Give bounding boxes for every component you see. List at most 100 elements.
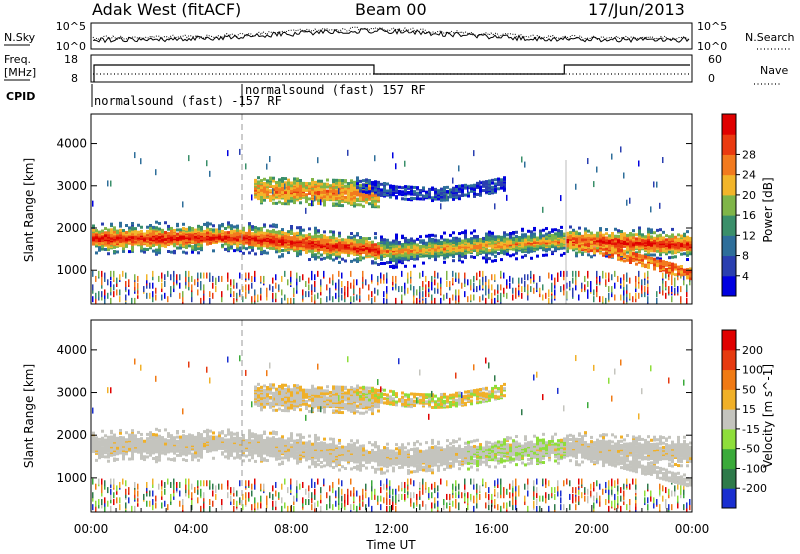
- heatmap-cell: [161, 451, 164, 455]
- heatmap-cell: [311, 200, 313, 207]
- heatmap-cell: [293, 297, 295, 304]
- heatmap-cell: [101, 222, 104, 226]
- heatmap-cell: [338, 238, 341, 242]
- heatmap-cell: [533, 232, 536, 236]
- heatmap-cell: [638, 275, 640, 282]
- heatmap-cell: [614, 251, 617, 255]
- heatmap-cell: [689, 277, 692, 281]
- heatmap-cell: [494, 254, 497, 258]
- heatmap-cell: [386, 189, 389, 193]
- heatmap-cell: [299, 242, 302, 246]
- heatmap-cell: [581, 238, 584, 242]
- heatmap-cell: [320, 257, 323, 261]
- heatmap-cell: [278, 284, 280, 291]
- heatmap-cell: [194, 243, 197, 247]
- heatmap-cell: [452, 197, 455, 201]
- heatmap-cell: [113, 226, 116, 230]
- heatmap-cell: [155, 375, 157, 382]
- heatmap-cell: [395, 185, 398, 189]
- heatmap-cell: [350, 236, 353, 240]
- heatmap-cell: [620, 248, 623, 252]
- heatmap-cell: [299, 184, 302, 188]
- heatmap-cell: [476, 181, 479, 185]
- heatmap-cell: [425, 190, 428, 194]
- heatmap-cell: [164, 292, 166, 299]
- heatmap-cell: [158, 458, 161, 462]
- heatmap-cell: [590, 231, 593, 235]
- heatmap-cell: [341, 272, 343, 279]
- heatmap-cell: [671, 274, 673, 281]
- heatmap-cell: [146, 432, 149, 436]
- heatmap-cell: [350, 282, 352, 289]
- heatmap-cell: [323, 251, 326, 255]
- heatmap-cell: [188, 234, 191, 238]
- heatmap-cell: [350, 179, 353, 183]
- heatmap-cell: [281, 297, 283, 304]
- heatmap-cell: [602, 243, 605, 247]
- heatmap-cell: [173, 436, 176, 440]
- heatmap-cell: [641, 284, 643, 291]
- heatmap-cell: [527, 238, 530, 242]
- heatmap-cell: [683, 274, 685, 281]
- heatmap-cell: [680, 273, 683, 277]
- heatmap-cell: [677, 265, 680, 269]
- heatmap-cell: [647, 235, 650, 239]
- heatmap-cell: [296, 275, 298, 282]
- heatmap-cell: [143, 439, 146, 443]
- heatmap-cell: [662, 157, 664, 164]
- heatmap-cell: [113, 443, 116, 447]
- heatmap-cell: [674, 255, 677, 259]
- heatmap-cell: [254, 289, 256, 296]
- heatmap-cell: [491, 237, 494, 241]
- heatmap-cell: [254, 270, 256, 277]
- heatmap-cell: [488, 186, 491, 190]
- heatmap-cell: [485, 297, 487, 304]
- heatmap-cell: [650, 256, 653, 260]
- heatmap-cell: [218, 275, 220, 282]
- heatmap-cell: [170, 481, 172, 488]
- heatmap-cell: [617, 239, 620, 243]
- heatmap-cell: [170, 226, 173, 230]
- heatmap-cell: [173, 249, 176, 253]
- heatmap-cell: [290, 181, 293, 185]
- heatmap-cell: [389, 184, 392, 188]
- heatmap-cell: [461, 252, 464, 256]
- heatmap-cell: [662, 262, 665, 266]
- heatmap-cell: [596, 277, 598, 284]
- heatmap-cell: [380, 182, 383, 186]
- heatmap-cell: [125, 294, 127, 301]
- heatmap-cell: [362, 270, 364, 277]
- heatmap-cell: [449, 193, 452, 197]
- heatmap-cell: [254, 228, 257, 232]
- heatmap-cell: [245, 163, 247, 170]
- heatmap-cell: [458, 165, 460, 172]
- heatmap-cell: [626, 199, 628, 206]
- heatmap-cell: [452, 241, 455, 245]
- heatmap-cell: [152, 274, 154, 281]
- heatmap-cell: [353, 240, 356, 244]
- heatmap-cell: [542, 294, 544, 301]
- heatmap-cell: [602, 236, 605, 240]
- heatmap-cell: [446, 281, 448, 287]
- heatmap-cell: [596, 291, 598, 298]
- heatmap-cell: [110, 289, 112, 296]
- heatmap-cell: [356, 187, 359, 191]
- heatmap-cell: [659, 257, 662, 261]
- heatmap-cell: [149, 224, 152, 228]
- heatmap-cell: [164, 481, 166, 488]
- heatmap-cell: [548, 272, 550, 279]
- heatmap-cell: [116, 497, 118, 504]
- heatmap-cell: [248, 272, 250, 279]
- heatmap-cell: [635, 251, 638, 255]
- heatmap-cell: [635, 233, 638, 237]
- heatmap-cell: [617, 229, 620, 233]
- heatmap-cell: [122, 270, 124, 277]
- heatmap-cell: [686, 253, 689, 257]
- heatmap-cell: [122, 454, 125, 458]
- heatmap-cell: [314, 294, 316, 301]
- heatmap-cell: [356, 181, 359, 185]
- heatmap-cell: [416, 297, 418, 304]
- heatmap-cell: [347, 286, 349, 293]
- heatmap-cell: [542, 241, 545, 245]
- heatmap-cell: [281, 186, 284, 190]
